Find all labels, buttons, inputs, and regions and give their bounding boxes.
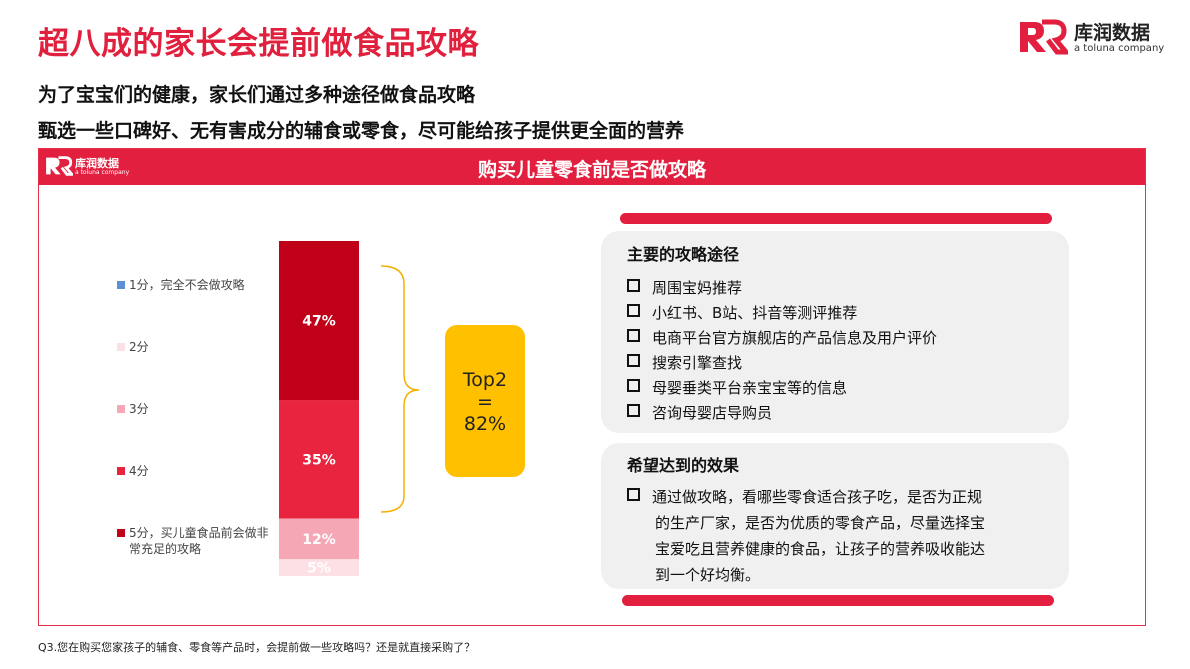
chart-title: 购买儿童零食前是否做攻略 — [477, 159, 706, 181]
brand-logo-tagline: a toluna company — [1074, 43, 1165, 54]
brand-logo-text: 库润数据 — [1074, 22, 1151, 44]
effects-divider — [622, 595, 1054, 606]
effects-card: 希望达到的效果 通过做攻略，看哪些零食适合孩子吃，是否为正规 的生产厂家，是否为… — [601, 443, 1069, 589]
method-item: 周围宝妈推荐 — [627, 277, 742, 298]
legend-swatch — [117, 343, 125, 351]
legend-swatch — [117, 529, 125, 537]
top2-value: 82% — [463, 413, 507, 435]
bar-segment — [279, 400, 359, 519]
method-item: 搜索引擎查找 — [627, 352, 742, 373]
page-title: 超八成的家长会提前做食品攻略 — [38, 26, 479, 62]
brand-logo-icon — [1020, 19, 1072, 55]
methods-card: 主要的攻略途径 周围宝妈推荐小红书、B站、抖音等测评推荐电商平台官方旗舰店的产品… — [601, 231, 1069, 433]
checkbox-icon — [627, 488, 640, 501]
brand-logo: 库润数据 a toluna company — [1018, 18, 1168, 58]
checkbox-icon — [627, 379, 640, 392]
top2-label: Top2 — [462, 369, 508, 391]
effects-text-line: 通过做攻略，看哪些零食适合孩子吃，是否为正规 — [627, 486, 982, 507]
method-item: 母婴垂类平台亲宝宝等的信息 — [627, 377, 847, 398]
legend-swatch — [117, 405, 125, 413]
methods-title: 主要的攻略途径 — [627, 245, 740, 264]
footnote: Q3.您在购买您家孩子的辅食、零食等产品时，会提前做一些攻略吗？还是就直接采购了… — [38, 641, 476, 654]
method-item: 小红书、B站、抖音等测评推荐 — [627, 302, 857, 323]
method-item: 咨询母婴店导购员 — [627, 402, 772, 423]
bar-segment — [279, 518, 359, 560]
legend-swatch — [117, 281, 125, 289]
bar-data-label: 47% — [302, 314, 336, 330]
effects-text-line: 宝爱吃且营养健康的食品，让孩子的营养吸收能达 — [655, 540, 986, 558]
panel-banner: 库润数据 a toluna company 购买儿童零食前是否做攻略 — [39, 149, 1145, 185]
checkbox-icon — [627, 279, 640, 292]
subtitle-line-2: 甄选一些口碑好、无有害成分的辅食或零食，尽可能给孩子提供更全面的营养 — [38, 120, 685, 142]
checkbox-icon — [627, 404, 640, 417]
checkbox-icon — [627, 304, 640, 317]
survey-panel: 库润数据 a toluna company 购买儿童零食前是否做攻略 1分，完全… — [38, 148, 1146, 626]
checkbox-icon — [627, 329, 640, 342]
method-item: 电商平台官方旗舰店的产品信息及用户评价 — [627, 327, 937, 348]
effects-text-line: 到一个好均衡。 — [655, 566, 761, 584]
bar-segment — [279, 559, 359, 576]
banner-logo: 库润数据 a toluna company — [45, 155, 145, 179]
top2-equals: = — [477, 391, 493, 413]
checkbox-icon — [627, 354, 640, 367]
top2-bracket — [380, 265, 420, 513]
bar-data-label: 35% — [302, 452, 336, 468]
banner-logo-text: 库润数据 — [75, 157, 119, 170]
top2-callout: Top2 = 82% — [445, 325, 525, 477]
bar-data-label: 12% — [302, 532, 336, 548]
subtitle-line-1: 为了宝宝们的健康，家长们通过多种途径做食品攻略 — [38, 84, 476, 106]
bar-segment — [279, 241, 359, 401]
legend-swatch — [117, 467, 125, 475]
bar-data-label: 5% — [307, 561, 331, 577]
stacked-bar-chart: 5% 12% 35% 47% — [279, 241, 420, 577]
methods-divider — [620, 213, 1052, 224]
banner-logo-icon — [46, 156, 75, 176]
effects-title: 希望达到的效果 — [627, 456, 740, 475]
banner-logo-tagline: a toluna company — [75, 169, 130, 176]
effects-text-line: 的生产厂家，是否为优质的零食产品，尽量选择宝 — [655, 514, 986, 532]
